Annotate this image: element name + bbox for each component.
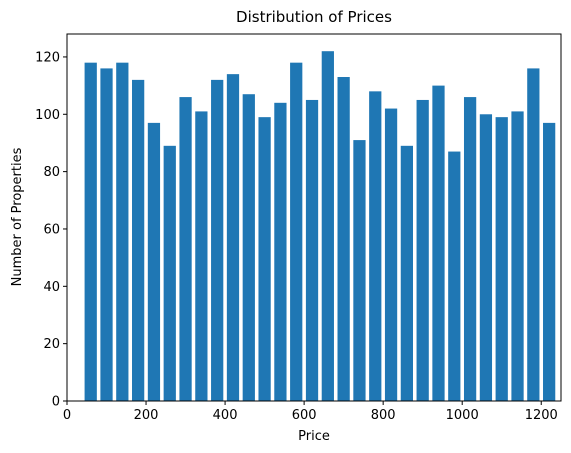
bar: [432, 85, 445, 402]
bar: [163, 145, 176, 401]
y-tick-label: 0: [52, 395, 60, 410]
bar: [84, 62, 97, 402]
bar: [242, 94, 255, 402]
y-tick-label: 120: [35, 50, 60, 65]
bar: [211, 79, 224, 402]
y-tick-label: 40: [43, 280, 60, 295]
bar: [527, 68, 540, 401]
bar: [305, 99, 319, 401]
bar: [290, 62, 303, 402]
bar: [369, 91, 382, 401]
bar: [132, 79, 145, 402]
chart-title: Distribution of Prices: [236, 8, 392, 26]
x-tick-label: 800: [371, 408, 396, 423]
bar: [479, 114, 493, 401]
bar: [274, 102, 287, 401]
x-tick-label: 200: [134, 408, 159, 423]
bar: [543, 122, 556, 401]
x-tick-label: 600: [292, 408, 317, 423]
bar: [258, 117, 271, 402]
bar: [511, 111, 524, 401]
x-axis-ticks: 0 200 400 600 800 1000 1200: [63, 401, 558, 423]
bar: [400, 145, 413, 401]
bar: [416, 99, 429, 401]
x-tick-label: 1200: [525, 408, 558, 423]
bar: [448, 151, 461, 401]
bar: [321, 51, 334, 401]
bar: [179, 97, 192, 401]
y-tick-label: 100: [35, 108, 60, 123]
y-axis-label: Number of Properties: [10, 147, 25, 286]
bar: [195, 111, 208, 401]
bar: [116, 62, 129, 402]
bar: [100, 68, 113, 401]
y-tick-label: 60: [43, 222, 60, 237]
bar: [495, 117, 508, 402]
y-tick-label: 20: [43, 337, 60, 352]
plot-frame: [66, 33, 562, 402]
bar: [147, 122, 161, 401]
y-tick-label: 80: [43, 165, 60, 180]
bar: [463, 97, 477, 401]
bar: [226, 74, 240, 401]
x-tick-label: 400: [213, 408, 238, 423]
x-tick-label: 0: [63, 408, 71, 423]
x-tick-label: 1000: [446, 408, 479, 423]
bars-group: [84, 51, 556, 402]
bar: [353, 140, 366, 401]
bar: [337, 77, 350, 401]
bar: [384, 108, 398, 402]
x-axis-label: Price: [298, 429, 330, 444]
y-axis-ticks: 0 20 40 60 80 100 120: [35, 50, 67, 410]
